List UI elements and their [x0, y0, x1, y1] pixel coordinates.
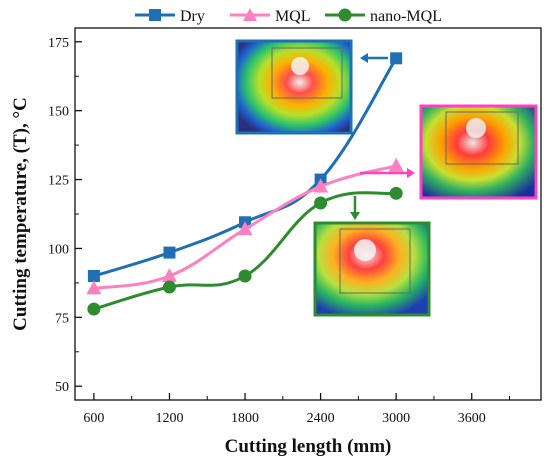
data-point-nano-mql	[314, 196, 328, 210]
y-axis-title: Cutting temperature, (T), °C	[10, 97, 31, 331]
y-tick-label: 125	[48, 174, 69, 189]
data-point-nano-mql	[238, 269, 252, 283]
x-tick-label: 1200	[155, 411, 183, 426]
series-line-dry	[93, 57, 398, 278]
arrow-nano-mql	[350, 196, 360, 220]
legend: Dry MQL nano-MQL	[135, 8, 442, 25]
data-point-nano-mql	[389, 186, 403, 200]
x-tick-label: 3600	[458, 411, 486, 426]
legend-marker-dry	[149, 9, 161, 21]
x-axis-title: Cutting length (mm)	[225, 436, 392, 457]
data-point-nano-mql	[87, 302, 101, 316]
legend-label-mql: MQL	[275, 8, 311, 25]
data-point-mql	[161, 268, 177, 282]
data-point-dry	[163, 246, 176, 259]
arrow-dry	[360, 53, 388, 63]
data-point-mql	[86, 280, 102, 295]
data-point-nano-mql	[162, 280, 176, 294]
legend-entry-dry: Dry	[135, 8, 205, 25]
legend-label-dry: Dry	[180, 8, 205, 25]
y-tick-label: 150	[48, 105, 69, 120]
legend-entry-mql: MQL	[230, 8, 311, 25]
series-layer	[86, 52, 404, 316]
ticks-layer: 50 75 100 125 150 175 600 1200 1800 2400 3000 3600	[48, 36, 511, 426]
y-tick-label: 75	[55, 311, 69, 326]
data-point-mql	[313, 178, 329, 193]
thermal-image-nano-mql-roi	[339, 228, 411, 294]
data-point-mql	[237, 221, 253, 236]
x-tick-label: 1800	[231, 411, 259, 426]
y-tick-label: 100	[48, 242, 69, 257]
legend-marker-nano-mql	[338, 8, 352, 22]
y-tick-label: 175	[48, 36, 69, 51]
legend-marker-mql	[243, 8, 257, 21]
y-tick-label: 50	[55, 380, 69, 395]
thermal-image-dry-roi	[271, 47, 343, 99]
legend-entry-nano-mql: nano-MQL	[325, 8, 442, 25]
x-tick-label: 3000	[382, 411, 410, 426]
thermal-image-nano-mql-hotspot	[354, 239, 376, 261]
data-point-mql	[388, 157, 404, 172]
legend-label-nano-mql: nano-MQL	[370, 8, 442, 25]
thermal-image-mql-roi	[445, 111, 519, 165]
arrow-mql	[360, 168, 415, 178]
thermal-image-nano-mql	[313, 221, 431, 317]
thermal-image-mql-hotspot	[466, 118, 486, 138]
thermal-image-dry	[235, 39, 353, 135]
x-tick-label: 600	[83, 411, 104, 426]
data-point-dry	[87, 270, 100, 282]
data-point-dry	[390, 52, 403, 65]
x-tick-label: 2400	[307, 411, 335, 426]
thermal-image-mql	[419, 104, 538, 200]
thermal-image-dry-hotspot	[291, 57, 309, 75]
